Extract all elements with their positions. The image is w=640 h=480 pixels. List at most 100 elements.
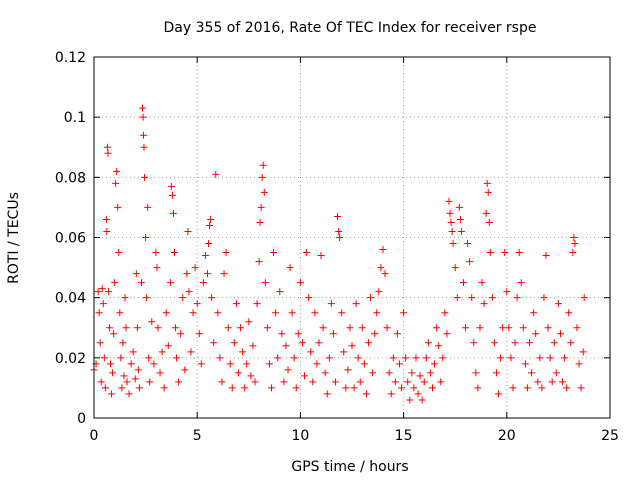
data-point: [228, 384, 236, 392]
x-tick-labels: 0 5 10 15 20 25: [90, 428, 619, 444]
data-point: [104, 288, 112, 296]
data-point: [515, 249, 523, 257]
data-point: [284, 366, 292, 374]
data-point: [315, 339, 323, 347]
data-point: [98, 285, 106, 293]
data-point: [110, 330, 118, 338]
data-point: [470, 339, 478, 347]
y-tick-label: 0.06: [55, 231, 86, 247]
data-point: [544, 324, 552, 332]
data-point: [428, 384, 436, 392]
data-point: [519, 324, 527, 332]
data-point: [137, 279, 145, 287]
data-point: [189, 309, 197, 317]
data-point: [249, 342, 257, 350]
data-point: [517, 279, 525, 287]
x-tick-label: 25: [601, 428, 619, 444]
grid: [94, 57, 610, 418]
data-point: [563, 384, 571, 392]
data-point: [160, 384, 168, 392]
data-point: [144, 203, 152, 211]
data-point: [447, 218, 455, 226]
y-tick-label: 0.12: [55, 50, 86, 66]
data-point: [466, 258, 474, 266]
data-point: [548, 378, 556, 386]
data-point: [95, 309, 103, 317]
data-point: [335, 227, 343, 235]
data-point: [389, 354, 397, 362]
data-point: [340, 348, 348, 356]
data-point: [474, 384, 482, 392]
data-point: [334, 212, 342, 220]
data-point: [131, 375, 139, 383]
data-point: [162, 309, 170, 317]
data-point: [193, 300, 201, 308]
data-point: [329, 330, 337, 338]
data-point: [375, 288, 383, 296]
data-point: [134, 366, 142, 374]
data-point: [449, 240, 457, 248]
data-point: [265, 360, 273, 368]
data-point: [379, 246, 387, 254]
data-point: [122, 324, 130, 332]
data-point: [503, 288, 511, 296]
data-point: [140, 131, 148, 139]
data-point: [105, 324, 113, 332]
data-point: [485, 218, 493, 226]
data-point: [381, 270, 389, 278]
data-point: [256, 218, 264, 226]
data-point: [123, 378, 131, 386]
data-point: [220, 270, 228, 278]
x-tick-label: 20: [498, 428, 516, 444]
data-point: [319, 324, 327, 332]
data-point: [170, 249, 178, 257]
data-point: [482, 209, 490, 217]
data-point: [107, 360, 115, 368]
data-point: [575, 360, 583, 368]
data-point: [431, 360, 439, 368]
data-point: [94, 288, 102, 296]
data-point: [484, 188, 492, 196]
data-point: [290, 354, 298, 362]
data-point: [113, 167, 121, 175]
data-point: [243, 360, 251, 368]
data-point: [433, 324, 441, 332]
data-point: [261, 279, 269, 287]
data-point: [259, 161, 267, 169]
data-point: [156, 369, 164, 377]
data-point: [464, 240, 472, 248]
data-point: [534, 378, 542, 386]
data-point: [224, 324, 232, 332]
y-tick-label: 0.04: [55, 291, 86, 307]
data-point: [490, 339, 498, 347]
data-point: [307, 348, 315, 356]
data-point: [199, 279, 207, 287]
data-point: [317, 252, 325, 260]
data-point: [546, 354, 554, 362]
data-point: [486, 249, 494, 257]
data-point: [441, 309, 449, 317]
data-point: [383, 324, 391, 332]
data-point: [303, 249, 311, 257]
data-point: [577, 384, 585, 392]
data-point: [207, 215, 215, 223]
data-point: [552, 369, 560, 377]
data-point: [443, 330, 451, 338]
data-point: [204, 270, 212, 278]
data-point: [258, 173, 266, 181]
data-point: [195, 330, 203, 338]
data-point: [426, 369, 434, 377]
data-point: [184, 227, 192, 235]
data-point: [495, 390, 503, 398]
chart-title: Day 355 of 2016, Rate Of TEC Index for r…: [164, 20, 537, 36]
data-point: [197, 360, 205, 368]
data-point: [292, 384, 300, 392]
data-point: [418, 396, 426, 404]
data-point: [511, 339, 519, 347]
data-point: [536, 354, 544, 362]
data-point: [313, 360, 321, 368]
data-point: [420, 378, 428, 386]
data-point: [142, 234, 150, 241]
data-point: [96, 339, 104, 347]
